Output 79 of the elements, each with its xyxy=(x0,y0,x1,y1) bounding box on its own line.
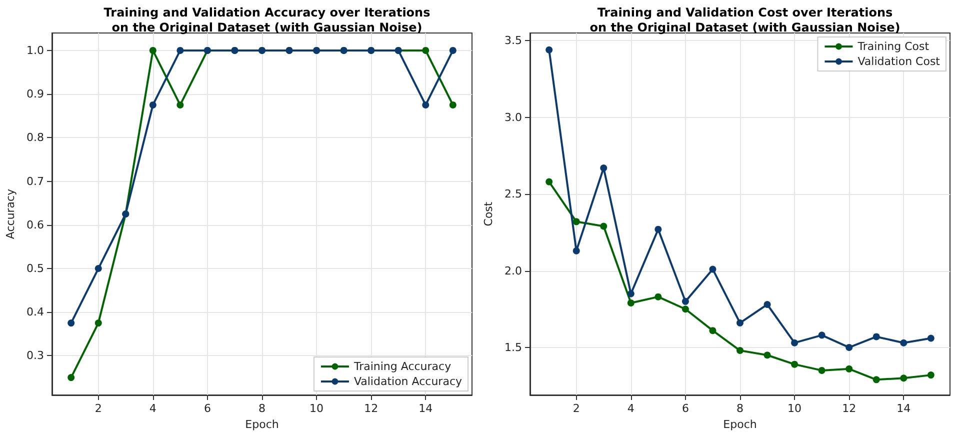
x-axis-title: Epoch xyxy=(723,418,757,431)
y-tick-label: 1.5 xyxy=(504,340,522,354)
point xyxy=(572,218,580,226)
y-axis-title: Accuracy xyxy=(4,188,17,240)
y-tick-label: 0.5 xyxy=(26,262,44,276)
x-tick-label: 6 xyxy=(204,402,211,415)
legend-label: Training Cost xyxy=(856,40,930,53)
point xyxy=(149,46,156,54)
point xyxy=(546,178,553,186)
x-tick-label: 12 xyxy=(364,402,378,415)
x-axis-title: Epoch xyxy=(245,418,279,431)
point xyxy=(600,222,608,230)
point xyxy=(709,266,716,273)
y-tick-label: 0.8 xyxy=(26,131,44,144)
y-tick-label: 1.0 xyxy=(26,44,44,57)
x-tick-label: 10 xyxy=(788,402,802,415)
x-tick-label: 14 xyxy=(418,402,433,415)
point xyxy=(791,339,798,346)
point xyxy=(764,352,771,359)
y-tick-label: 3.5 xyxy=(504,34,522,48)
legend-label: Validation Cost xyxy=(858,55,941,68)
chart-title: Training and Validation Accuracy over Iterations on the Original Dataset (with Gaussian Noise) xyxy=(104,6,430,34)
point xyxy=(94,320,102,327)
y-tick-label: 0.9 xyxy=(26,88,44,101)
point xyxy=(68,374,75,382)
point xyxy=(818,332,826,339)
point xyxy=(68,320,75,327)
y-tick-label: 2.0 xyxy=(504,264,522,278)
point xyxy=(709,327,716,334)
point xyxy=(176,46,184,54)
y-tick-label: 0.4 xyxy=(26,306,44,319)
point xyxy=(927,334,934,342)
point xyxy=(791,360,798,368)
point xyxy=(846,344,853,351)
x-tick-label: 10 xyxy=(310,402,324,415)
point xyxy=(872,333,880,340)
point xyxy=(449,101,456,108)
point xyxy=(176,101,184,108)
legend-label: Validation Accuracy xyxy=(354,375,462,388)
point xyxy=(600,164,608,172)
point xyxy=(872,376,880,384)
point xyxy=(572,247,580,254)
y-tick-label: 0.6 xyxy=(26,218,44,232)
point xyxy=(900,339,908,346)
point xyxy=(449,46,456,54)
point xyxy=(422,46,430,54)
point xyxy=(654,226,662,233)
point xyxy=(546,46,553,54)
x-tick-label: 4 xyxy=(149,402,156,415)
point xyxy=(627,299,634,306)
y-axis-title: Cost xyxy=(482,201,495,226)
x-tick-label: 14 xyxy=(896,402,911,415)
legend-label: Training Accuracy xyxy=(352,360,452,373)
y-tick-label: 3.0 xyxy=(504,110,522,124)
x-tick-label: 12 xyxy=(842,402,856,415)
y-tick-label: 0.3 xyxy=(26,349,44,362)
point xyxy=(422,101,430,108)
x-tick-label: 4 xyxy=(627,402,634,415)
point xyxy=(94,265,102,272)
y-tick-label: 0.7 xyxy=(26,174,44,188)
point xyxy=(736,319,744,326)
chart-title: Training and Validation Cost over Iterations on the Original Dataset (with Gaussian Noise) xyxy=(590,6,900,34)
point xyxy=(818,366,826,374)
x-tick-label: 8 xyxy=(736,402,744,415)
point xyxy=(846,365,853,372)
x-tick-label: 2 xyxy=(572,402,580,415)
x-tick-label: 2 xyxy=(94,402,102,415)
point xyxy=(149,101,156,108)
point xyxy=(654,293,662,300)
x-tick-label: 8 xyxy=(258,402,266,415)
point xyxy=(627,290,634,298)
point xyxy=(682,306,689,313)
y-tick-label: 2.5 xyxy=(504,188,522,201)
point xyxy=(682,298,689,305)
x-tick-label: 6 xyxy=(682,402,689,415)
point xyxy=(900,374,908,382)
point xyxy=(764,301,771,308)
point xyxy=(927,372,934,379)
point xyxy=(736,347,744,354)
